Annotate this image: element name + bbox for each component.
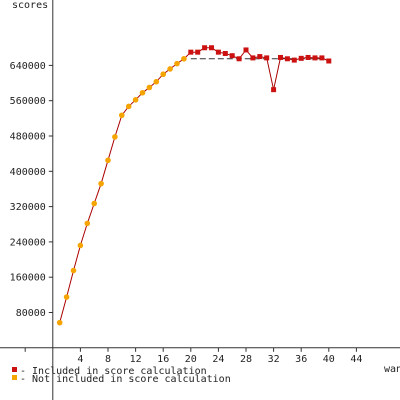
excluded-point <box>56 319 63 326</box>
excluded-point <box>139 89 146 96</box>
legend: - Included in score calculation- Not inc… <box>12 366 231 385</box>
excluded-point <box>119 112 125 119</box>
y-axis-label: scores <box>12 0 48 11</box>
excluded-point <box>77 242 84 249</box>
legend-label: - Included in score calculation <box>20 366 207 377</box>
included-point <box>312 55 318 61</box>
y-tick-label: 320000 <box>10 202 46 213</box>
excluded-point <box>98 180 104 187</box>
included-point <box>326 58 332 64</box>
x-tick-label: 4 <box>77 354 83 365</box>
x-tick-label: 36 <box>295 354 307 365</box>
included-point <box>236 56 242 62</box>
excluded-point <box>174 60 180 67</box>
excluded-point <box>181 55 187 62</box>
x-tick-label: 44 <box>350 354 362 365</box>
included-point <box>319 55 325 61</box>
y-tick-label: 560000 <box>10 96 46 107</box>
included-point <box>243 47 249 53</box>
score-line <box>59 47 330 323</box>
included-point <box>305 54 311 60</box>
included-point <box>202 45 208 51</box>
tick-labels: 4 8 12 16 20 24 28 32 36 40 44 80000 160000 240000 320… <box>10 61 363 365</box>
y-tick-label: 480000 <box>10 132 46 143</box>
included-point <box>284 56 290 62</box>
x-tick-label: 32 <box>268 354 280 365</box>
y-tick-label: 640000 <box>10 61 46 72</box>
excluded-point <box>146 84 153 91</box>
x-tick-label: 12 <box>130 354 142 365</box>
included-point <box>257 54 263 60</box>
excluded-point <box>153 78 160 85</box>
included-point <box>229 53 235 59</box>
series-points <box>56 45 332 326</box>
excluded-point <box>63 294 70 300</box>
included-point <box>215 49 221 55</box>
included-point <box>264 55 270 61</box>
included-point <box>298 55 304 61</box>
y-tick-label: 80000 <box>16 308 46 319</box>
x-tick-label: 20 <box>185 354 197 365</box>
excluded-point <box>167 66 173 72</box>
legend-marker <box>12 375 17 380</box>
included-point <box>278 54 283 60</box>
included-point <box>291 57 297 63</box>
excluded-point <box>160 71 166 78</box>
excluded-point <box>105 157 111 164</box>
legend-label: - Not included in score calculation <box>20 374 231 385</box>
y-tick-label: 240000 <box>10 237 46 248</box>
excluded-point <box>84 220 91 227</box>
included-point <box>222 50 228 56</box>
x-tick-label: 28 <box>240 354 252 365</box>
included-point <box>271 87 277 93</box>
x-tick-label: 40 <box>323 354 335 365</box>
x-tick-label: 24 <box>212 354 224 365</box>
included-point <box>188 49 194 55</box>
excluded-point <box>125 103 132 110</box>
excluded-point <box>132 97 139 103</box>
series-lines <box>59 47 330 323</box>
y-tick-label: 400000 <box>10 167 46 178</box>
included-point <box>250 55 256 61</box>
legend-marker <box>12 367 17 372</box>
excluded-point <box>112 134 118 140</box>
y-tick-label: 160000 <box>10 273 46 284</box>
excluded-point <box>70 267 77 274</box>
x-tick-label: 8 <box>105 354 111 365</box>
excluded-point <box>91 200 97 207</box>
included-point <box>195 49 201 55</box>
x-axis-label: wan <box>384 364 400 375</box>
x-tick-label: 16 <box>157 354 169 365</box>
included-point <box>209 45 214 51</box>
